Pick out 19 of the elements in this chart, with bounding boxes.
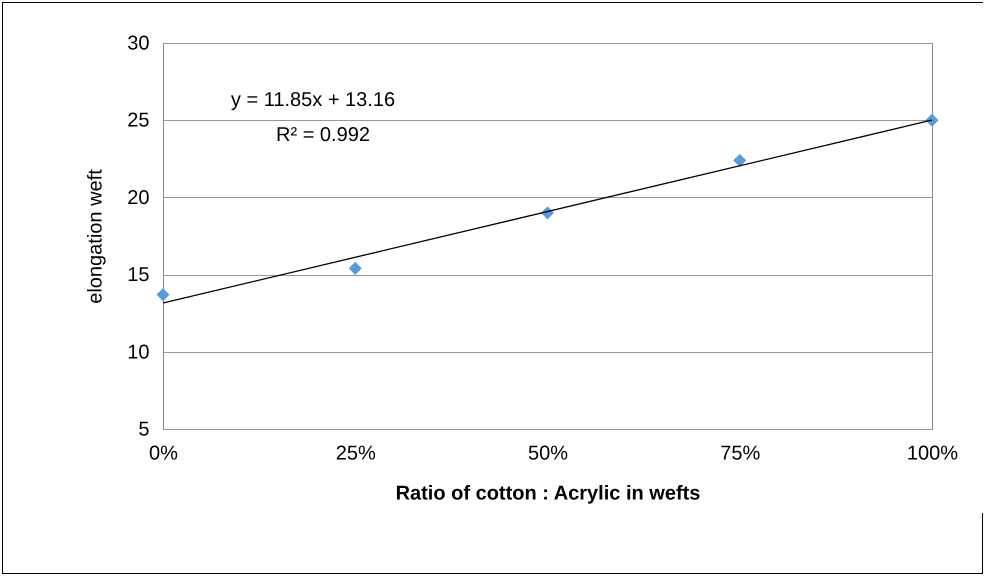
y-tick-label: 15 <box>127 264 150 286</box>
point <box>156 288 170 302</box>
y-tick-label: 5 <box>138 418 150 440</box>
x-tick-label: 100% <box>906 442 958 464</box>
point <box>348 262 362 275</box>
x-tick-label: 75% <box>720 442 760 464</box>
x-axis-title: Ratio of cotton : Acrylic in wefts <box>396 482 700 504</box>
y-tick-label: 20 <box>127 186 150 209</box>
y-axis-title: elongation weft <box>84 168 106 304</box>
annotation: y = 11.85x + 13.16 <box>230 89 396 111</box>
annotation: R² = 0.992 <box>276 124 370 146</box>
point <box>733 154 746 167</box>
x-tick-label: 0% <box>149 442 178 464</box>
y-tick-label: 30 <box>127 32 150 54</box>
point <box>925 114 939 127</box>
y-tick-label: 25 <box>127 110 150 132</box>
y-tick-label: 10 <box>127 341 150 364</box>
x-tick-label: 25% <box>336 442 376 464</box>
x-tick-label: 50% <box>528 442 568 464</box>
